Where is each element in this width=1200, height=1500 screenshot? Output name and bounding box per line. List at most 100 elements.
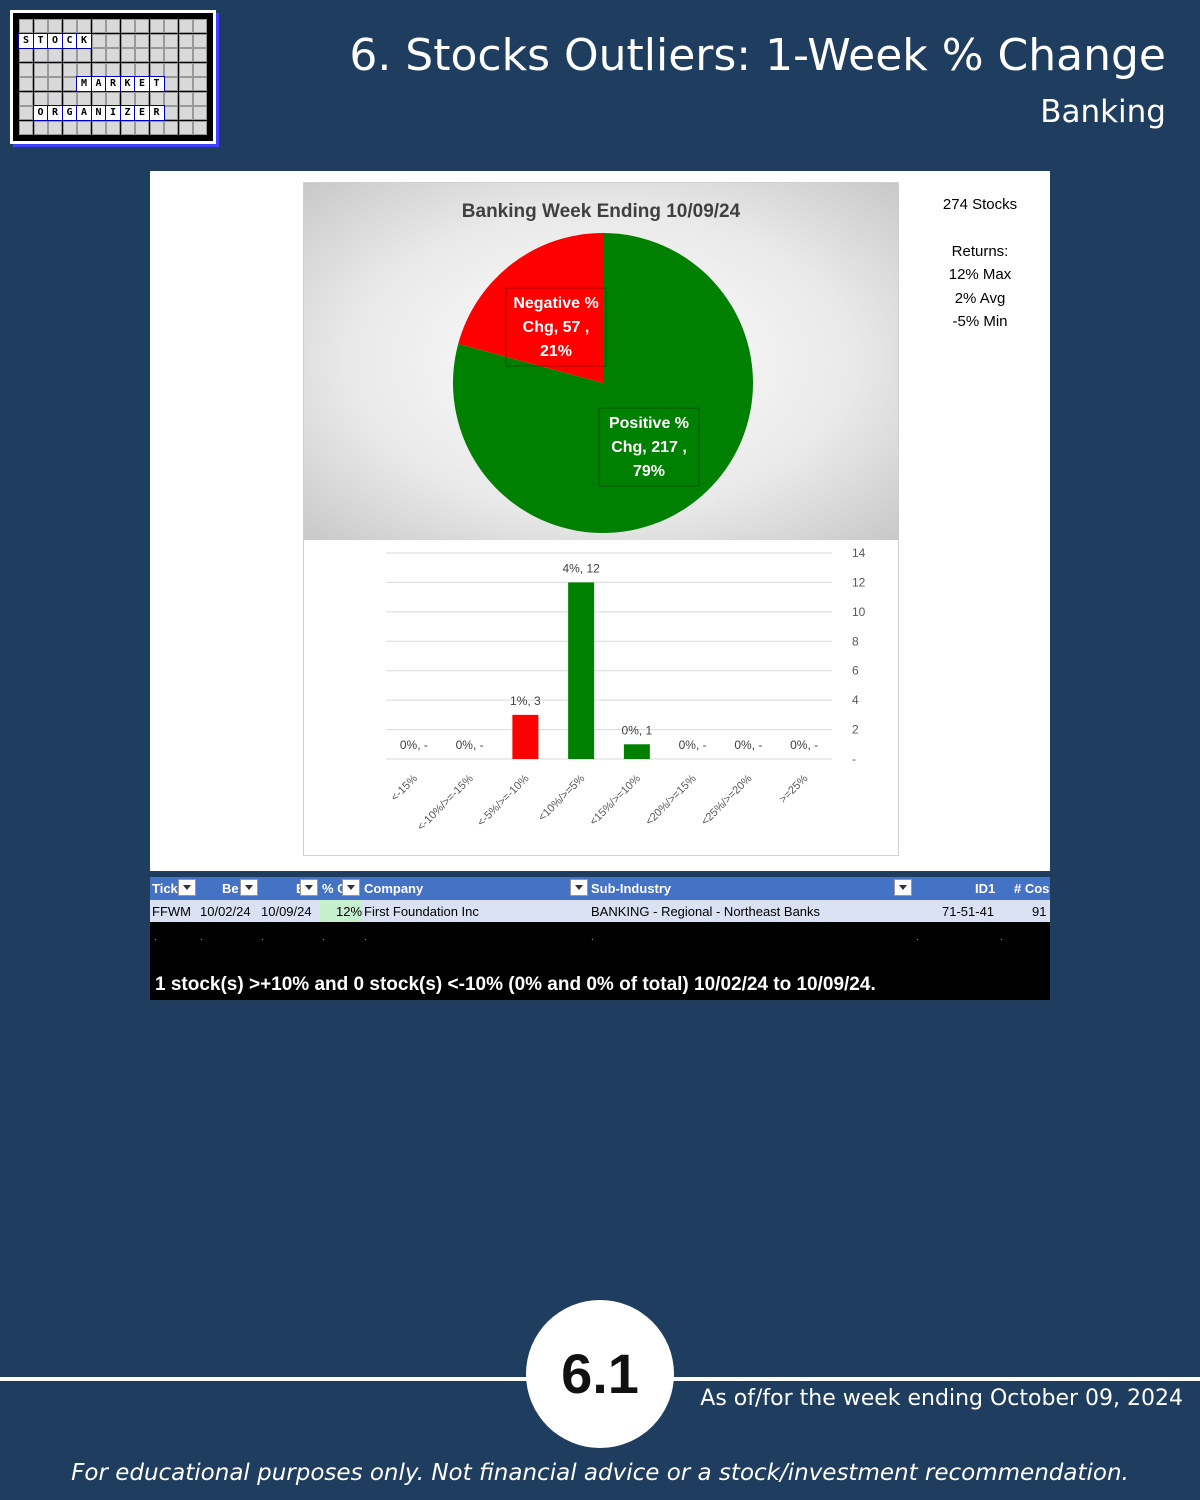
logo-cell (33, 48, 48, 62)
logo-cell (33, 19, 48, 33)
cell-dot: . (200, 932, 203, 943)
y-tick-label: 12 (852, 575, 866, 589)
logo-cell (120, 33, 135, 48)
logo-cell (178, 120, 193, 135)
page-title: 6. Stocks Outliers: 1-Week % Change (349, 30, 1166, 81)
logo-cell (193, 19, 207, 33)
pie-chart: Banking Week Ending 10/09/24 Negative % C… (453, 201, 754, 533)
logo-cell (77, 19, 91, 33)
logo-cell (19, 106, 33, 120)
stats-box: 274 Stocks Returns: 12% Max 2% Avg -5% M… (910, 193, 1050, 334)
y-tick-label: 2 (852, 723, 859, 737)
logo-cell (48, 77, 62, 91)
y-tick-label: 8 (852, 634, 859, 648)
pie-data-label: 79% (633, 463, 665, 480)
logo-letter: K (76, 32, 92, 49)
logo-cell (77, 48, 91, 62)
bar-data-label: 0%, 1 (622, 723, 653, 737)
logo-letter: R (148, 105, 165, 121)
cell-dot: . (1000, 932, 1003, 943)
logo-cell (193, 48, 207, 62)
x-tick-label: <15%/>=10% (588, 772, 644, 828)
logo-cell (91, 91, 106, 106)
x-tick-label: >=25% (777, 772, 810, 805)
logo-cell (19, 120, 33, 135)
logo-cell (193, 91, 207, 106)
header-begin: Be (222, 881, 239, 896)
logo-cell (193, 77, 207, 91)
logo-cell (149, 33, 164, 48)
pie-data-label: Negative % (513, 295, 598, 312)
filter-subindustry-button[interactable] (894, 879, 912, 896)
logo-cell (164, 106, 178, 120)
filter-begin-button[interactable] (240, 879, 258, 896)
logo-letter: N (90, 105, 107, 121)
logo-cell (77, 120, 91, 135)
pie-data-label: Chg, 57 , (523, 319, 590, 336)
logo-cell (149, 48, 164, 62)
logo-cell (33, 62, 48, 77)
x-tick-label: <-5%/>=-10% (475, 772, 531, 828)
logo-cell (48, 62, 62, 77)
logo-cell (62, 19, 77, 33)
logo-cell (135, 19, 149, 33)
filter-company-button[interactable] (570, 879, 588, 896)
logo-cell (77, 62, 91, 77)
logo-cell (106, 33, 120, 48)
x-tick-label: <10%/>=5% (536, 772, 587, 823)
logo-cell (62, 48, 77, 62)
logo-cell (48, 19, 62, 33)
summary-text: 1 stock(s) >+10% and 0 stock(s) <-10% (0… (155, 974, 876, 995)
bar-data-label: 0%, - (734, 738, 762, 752)
logo-cell (19, 19, 33, 33)
y-tick-label: - (852, 752, 856, 766)
bar (512, 714, 539, 759)
logo-cell (91, 33, 106, 48)
bar-data-label: 0%, - (679, 738, 707, 752)
logo-cell (19, 91, 33, 106)
pct-cell-highlight (320, 900, 362, 922)
logo-cell (48, 91, 62, 106)
logo-cell (164, 33, 178, 48)
y-tick-label: 14 (852, 546, 866, 560)
returns-label: Returns: (951, 242, 1009, 260)
header-pct: % C (322, 881, 347, 896)
logo-letter: T (148, 76, 165, 92)
logo-cell (193, 33, 207, 48)
chart-panel: Banking Week Ending 10/09/24 Negative % C… (150, 171, 1050, 871)
logo-cell (91, 48, 106, 62)
logo-cell (193, 106, 207, 120)
header-company: Company (364, 881, 424, 896)
logo-cell (91, 62, 106, 77)
bar-data-label: 0%, - (400, 738, 428, 752)
x-tick-label: <-15% (389, 772, 420, 803)
cell-dot: . (364, 932, 367, 943)
cell-subindustry: BANKING - Regional - Northeast Banks (591, 904, 821, 919)
table-row[interactable]: FFWM 10/02/24 10/09/24 12% First Foundat… (150, 900, 1050, 922)
cell-dot: . (154, 932, 157, 943)
summary-band: . . . . . . . . 1 stock(s) >+10% and 0 s… (150, 922, 1050, 1000)
logo-cell (91, 19, 106, 33)
logo-cell (120, 48, 135, 62)
logo-cell (178, 77, 193, 91)
filter-end-button[interactable] (300, 879, 318, 896)
logo-letter: K (119, 76, 136, 92)
filter-pct-button[interactable] (342, 879, 360, 896)
page-subtitle: Banking (1040, 94, 1166, 130)
logo-cell (106, 120, 120, 135)
cell-dot: . (916, 932, 919, 943)
pie-label-box (598, 407, 700, 487)
logo-cell (19, 62, 33, 77)
cell-end: 10/09/24 (261, 904, 312, 919)
logo-cell (149, 120, 164, 135)
pie-label-box (505, 287, 607, 367)
logo-cell (178, 48, 193, 62)
logo-cell (135, 120, 149, 135)
bar-data-label: 0%, - (790, 738, 818, 752)
stocks-count: 274 Stocks (942, 196, 1018, 213)
logo-cell (19, 77, 33, 91)
logo-cell (106, 19, 120, 33)
logo-cell (106, 62, 120, 77)
filter-ticker-button[interactable] (178, 879, 196, 896)
